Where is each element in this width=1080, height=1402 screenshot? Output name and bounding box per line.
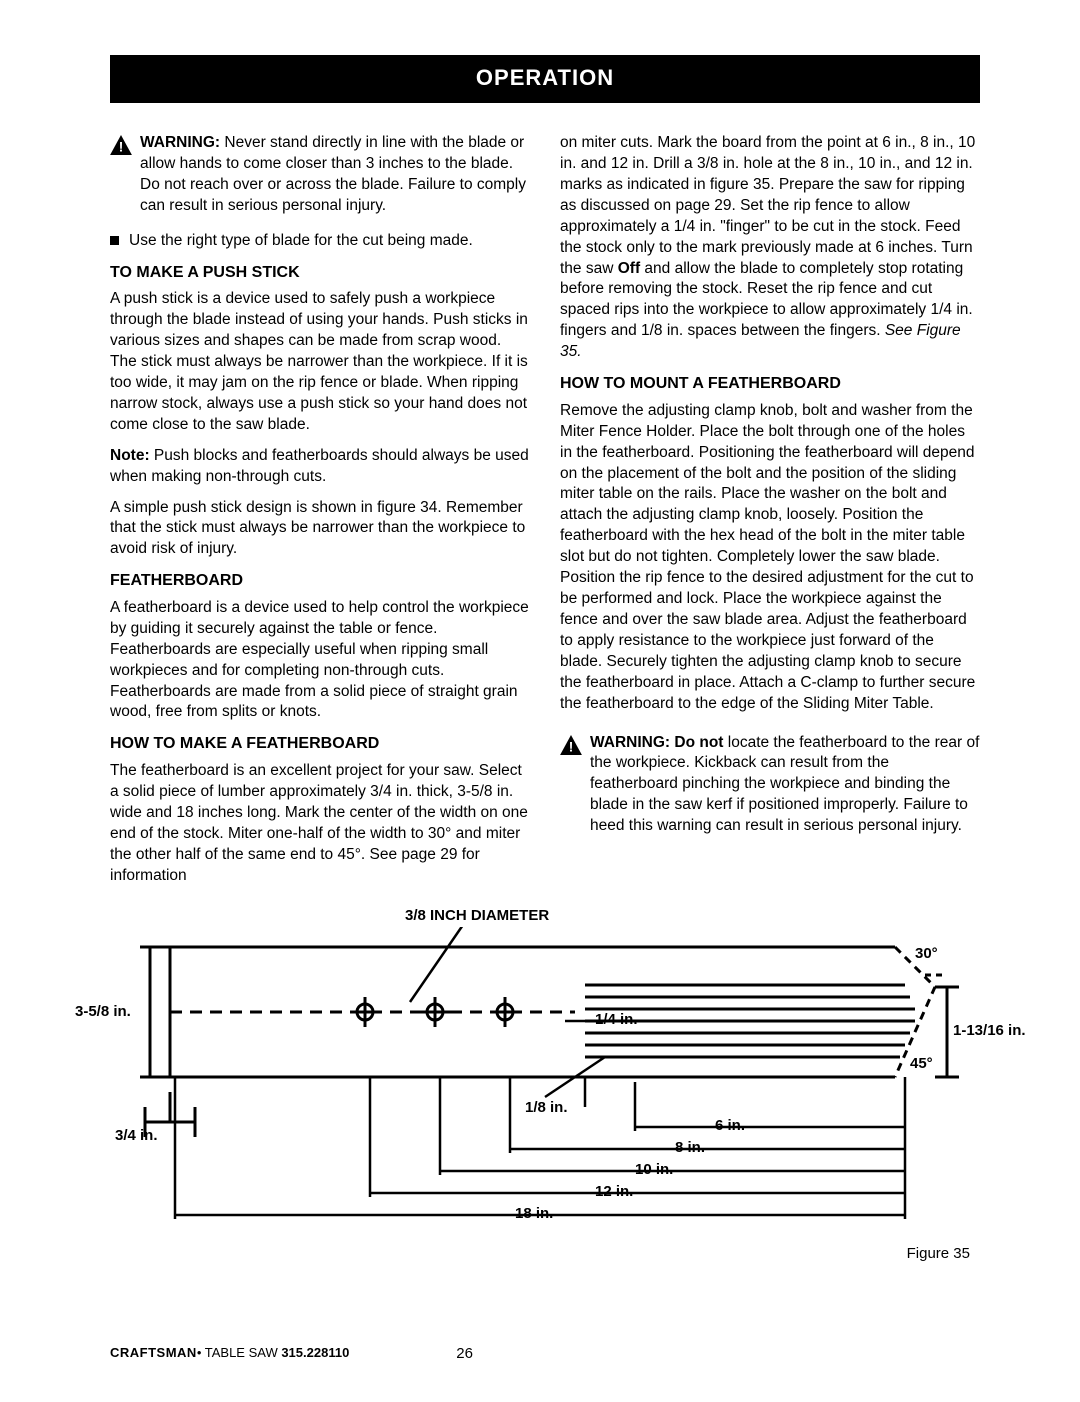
svg-text:!: ! [569, 739, 574, 754]
lbl-14: 1/4 in. [595, 1011, 638, 1028]
lbl-45: 45° [910, 1055, 933, 1072]
warning1-text: WARNING: Never stand directly in line wi… [140, 133, 530, 217]
bullet1-text: Use the right type of blade for the cut … [129, 231, 473, 252]
page-header: OPERATION [110, 55, 980, 103]
figure-caption: Figure 35 [110, 1245, 980, 1262]
bullet-row-1: Use the right type of blade for the cut … [110, 231, 530, 252]
lbl-358: 3-5/8 in. [75, 1003, 131, 1020]
page-footer: CRAFTSMAN• TABLE SAW 315.228110 26 [110, 1345, 980, 1362]
footer-brand: CRAFTSMAN [110, 1345, 197, 1360]
svg-text:!: ! [119, 139, 124, 154]
left-column: ! WARNING: Never stand directly in line … [110, 133, 530, 897]
p1a: on miter cuts. Mark the board from the p… [560, 134, 975, 277]
lbl-18in: 18 in. [515, 1205, 553, 1222]
heading-push-stick: TO MAKE A PUSH STICK [110, 262, 530, 284]
para-push-stick: A push stick is a device used to safely … [110, 289, 530, 435]
para-push-stick-2: A simple push stick design is shown in f… [110, 498, 530, 561]
diagram-svg [115, 927, 975, 1227]
featherboard-diagram: 3/8 INCH DIAMETER [115, 927, 975, 1227]
heading-featherboard: FEATHERBOARD [110, 570, 530, 592]
para-note: Note: Push blocks and featherboards shou… [110, 446, 530, 488]
p1-off: Off [618, 260, 640, 277]
heading-mount-featherboard: HOW TO MOUNT A FEATHERBOARD [560, 373, 980, 395]
warning1-bold: WARNING: [140, 134, 224, 151]
lbl-8: 8 in. [675, 1139, 705, 1156]
para-mount-featherboard: Remove the adjusting clamp knob, bolt an… [560, 401, 980, 715]
lbl-30: 30° [915, 945, 938, 962]
lbl-34: 3/4 in. [115, 1127, 158, 1144]
warning-triangle-icon: ! [560, 735, 582, 755]
header-title: OPERATION [476, 65, 614, 90]
two-column-body: ! WARNING: Never stand directly in line … [110, 133, 980, 897]
diagram-title: 3/8 INCH DIAMETER [405, 907, 549, 924]
warning2-text: WARNING: Do not locate the featherboard … [590, 733, 980, 838]
warning-block-1: ! WARNING: Never stand directly in line … [110, 133, 530, 217]
footer-page-number: 26 [456, 1345, 473, 1362]
square-bullet-icon [110, 236, 119, 245]
footer-left: CRAFTSMAN• TABLE SAW 315.228110 [110, 1345, 349, 1362]
footer-model-prefix: • TABLE SAW [197, 1345, 282, 1360]
note-bold: Note: [110, 447, 154, 464]
para-right-1: on miter cuts. Mark the board from the p… [560, 133, 980, 363]
lbl-12: 12 in. [595, 1183, 633, 1200]
warning-block-2: ! WARNING: Do not locate the featherboar… [560, 733, 980, 838]
lbl-10: 10 in. [635, 1161, 673, 1178]
note-text: Push blocks and featherboards should alw… [110, 447, 529, 485]
para-make-featherboard: The featherboard is an excellent project… [110, 761, 530, 887]
warning-triangle-icon: ! [110, 135, 132, 155]
lbl-11316: 1-13/16 in. [953, 1022, 1026, 1039]
lbl-18: 1/8 in. [525, 1099, 568, 1116]
footer-model: 315.228110 [281, 1345, 349, 1360]
heading-make-featherboard: HOW TO MAKE A FEATHERBOARD [110, 733, 530, 755]
lbl-6: 6 in. [715, 1117, 745, 1134]
para-featherboard: A featherboard is a device used to help … [110, 598, 530, 724]
warning2-bold: WARNING: Do not [590, 734, 728, 751]
right-column: on miter cuts. Mark the board from the p… [560, 133, 980, 897]
